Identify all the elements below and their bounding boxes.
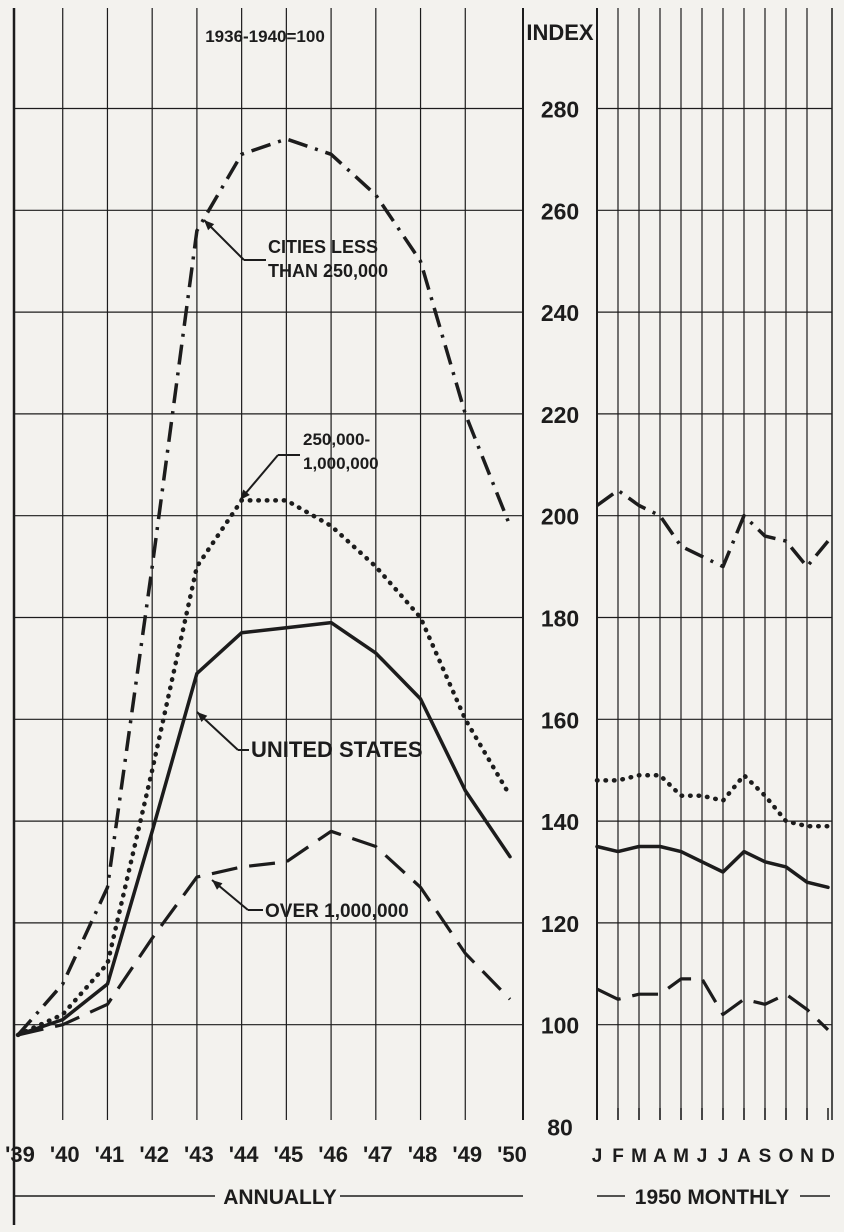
annotation-label: UNITED STATES xyxy=(251,737,423,762)
y-tick-label: 240 xyxy=(541,300,579,326)
x-tick-label-annual: '50 xyxy=(497,1142,527,1167)
y-tick-label: 220 xyxy=(541,402,579,428)
x-tick-label-annual: '48 xyxy=(408,1142,438,1167)
annotation-label: OVER 1,000,000 xyxy=(265,901,409,922)
x-tick-label-monthly: N xyxy=(800,1146,814,1167)
y-tick-label: 100 xyxy=(541,1013,579,1039)
series-line-monthly-250-000-1-000-000 xyxy=(597,775,828,826)
y-tick-label: 160 xyxy=(541,707,579,733)
y-tick-label: 80 xyxy=(547,1115,573,1141)
annotation-label-line: OVER 1,000,000 xyxy=(265,901,409,922)
x-tick-label-annual: '41 xyxy=(95,1142,125,1167)
x-tick-label-monthly: S xyxy=(759,1146,772,1167)
annotation-label-line: CITIES LESS xyxy=(268,237,378,257)
series-line-annual-250-000-1-000-000 xyxy=(18,500,510,1035)
annotation-label-line: 250,000- xyxy=(303,430,370,449)
base-period-note: 1936-1940=100 xyxy=(205,27,325,46)
x-tick-label-monthly: F xyxy=(612,1146,624,1167)
y-tick-label: 180 xyxy=(541,606,579,632)
series-line-monthly-united-states xyxy=(597,847,828,888)
series-line-annual-over-1-000-000 xyxy=(18,831,510,1035)
x-tick-label-monthly: J xyxy=(697,1146,708,1167)
x-tick-label-monthly: O xyxy=(779,1146,794,1167)
x-tick-label-annual: '42 xyxy=(139,1142,169,1167)
x-tick-label-annual: '47 xyxy=(363,1142,393,1167)
annotation-label: 250,000- 1,000,000 xyxy=(303,430,379,473)
x-tick-label-monthly: J xyxy=(592,1146,603,1167)
x-tick-label-monthly: M xyxy=(631,1146,647,1167)
monthly-caption: 1950 MONTHLY xyxy=(635,1186,789,1209)
y-tick-label: 120 xyxy=(541,911,579,937)
y-axis-label: INDEX xyxy=(526,20,594,45)
x-tick-label-monthly: J xyxy=(718,1146,729,1167)
annotation-label-line: UNITED STATES xyxy=(251,737,423,762)
series-line-annual-cities-less-than-250-000 xyxy=(18,139,510,1035)
x-tick-label-monthly: A xyxy=(737,1146,751,1167)
series-line-monthly-over-1-000-000 xyxy=(597,979,828,1030)
x-tick-label-monthly: D xyxy=(821,1146,835,1167)
series-line-annual-united-states xyxy=(18,623,510,1035)
y-tick-label: 140 xyxy=(541,809,579,835)
y-tick-label: 260 xyxy=(541,198,579,224)
x-tick-label-monthly: A xyxy=(653,1146,667,1167)
x-tick-label-annual: '44 xyxy=(229,1142,259,1167)
x-tick-label-annual: '39 xyxy=(5,1142,35,1167)
y-tick-label: 200 xyxy=(541,504,579,530)
x-tick-label-annual: '40 xyxy=(50,1142,80,1167)
series-line-monthly-cities-less-than-250-000 xyxy=(597,490,828,566)
y-tick-label: 280 xyxy=(541,97,579,123)
x-tick-label-monthly: M xyxy=(673,1146,689,1167)
x-tick-label-annual: '45 xyxy=(274,1142,304,1167)
annotation-label-line: THAN 250,000 xyxy=(268,261,388,281)
x-tick-label-annual: '43 xyxy=(184,1142,214,1167)
x-tick-label-annual: '49 xyxy=(452,1142,482,1167)
annual-caption: ANNUALLY xyxy=(223,1186,337,1209)
x-tick-label-annual: '46 xyxy=(318,1142,348,1167)
annotation-label-line: 1,000,000 xyxy=(303,454,379,473)
